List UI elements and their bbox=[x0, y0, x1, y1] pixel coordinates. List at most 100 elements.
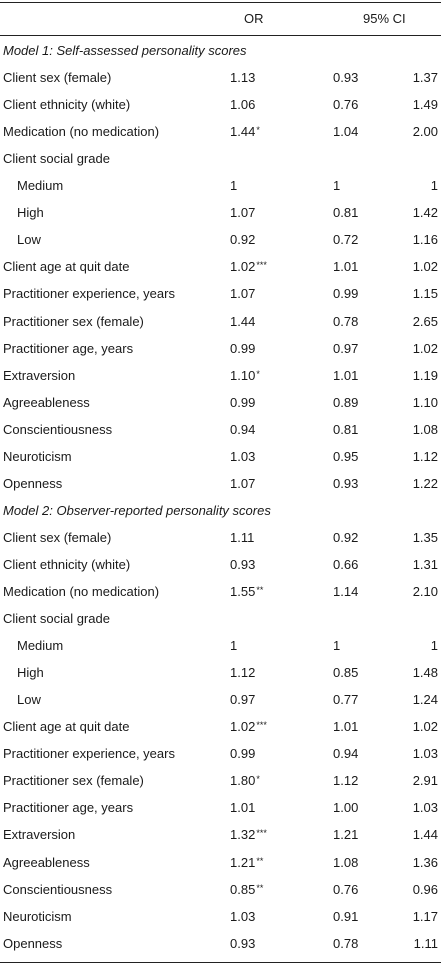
odds-ratio-cell: 1.10* bbox=[230, 362, 260, 389]
table-row: Low 0.97 0.77 1.24 bbox=[0, 686, 441, 713]
ci-upper-value: 1.42 bbox=[412, 205, 438, 221]
table-row: Extraversion 1.32*** 1.21 1.44 bbox=[0, 821, 441, 848]
table-row: Practitioner experience, years 0.99 0.94 1.… bbox=[0, 740, 441, 767]
ci-lower-value: 1 bbox=[333, 178, 341, 194]
table-header-row: OR 95% CI bbox=[0, 5, 441, 32]
ci-lower-value: 1.04 bbox=[333, 124, 359, 140]
odds-ratio-cell: 1.44* bbox=[230, 118, 260, 145]
ci-lower-value: 1.01 bbox=[333, 719, 359, 735]
row-label: Openness bbox=[3, 935, 63, 951]
odds-ratio-value: 0.93 bbox=[230, 556, 256, 572]
ci-lower-value: 1 bbox=[333, 638, 341, 654]
row-label: Practitioner age, years bbox=[3, 800, 134, 816]
ci-upper-value: 1.37 bbox=[412, 70, 438, 86]
ci-upper-value: 1.02 bbox=[412, 340, 438, 356]
ci-lower-value: 1.21 bbox=[333, 827, 359, 843]
odds-ratio-cell: 0.99 bbox=[230, 335, 256, 362]
odds-ratio-cell: 0.93 bbox=[230, 930, 256, 957]
table-row: Extraversion 1.10* 1.01 1.19 bbox=[0, 362, 441, 389]
table-row: Client sex (female) 1.11 0.92 1.35 bbox=[0, 524, 441, 551]
table-row: Openness 0.93 0.78 1.11 bbox=[0, 930, 441, 957]
table-row: Agreeableness 1.21** 1.08 1.36 bbox=[0, 849, 441, 876]
odds-ratio-value: 1.02 bbox=[230, 719, 256, 735]
significance-marker: * bbox=[256, 774, 260, 785]
row-label: Low bbox=[17, 692, 41, 708]
odds-ratio-cell: 1.44 bbox=[230, 308, 256, 335]
table-row: Medium 1 1 1 bbox=[0, 172, 441, 199]
row-label: Client ethnicity (white) bbox=[3, 556, 131, 572]
table-row: Openness 1.07 0.93 1.22 bbox=[0, 470, 441, 497]
table-row: Neuroticism 1.03 0.91 1.17 bbox=[0, 903, 441, 930]
table-row: Client sex (female) 1.13 0.93 1.37 bbox=[0, 64, 441, 91]
odds-ratio-cell: 0.93 bbox=[230, 551, 256, 578]
table-row: Medication (no medication) 1.44* 1.04 2.00 bbox=[0, 118, 441, 145]
ci-lower-value: 1.12 bbox=[333, 773, 359, 789]
ci-upper-value: 0.96 bbox=[412, 881, 438, 897]
odds-ratio-value: 1.44 bbox=[230, 124, 256, 140]
significance-marker: *** bbox=[256, 828, 267, 839]
ci-upper-value: 1.08 bbox=[412, 421, 438, 437]
row-label: High bbox=[17, 205, 44, 221]
ci-upper-value: 1.12 bbox=[412, 448, 438, 464]
odds-ratio-value: 1.07 bbox=[230, 286, 256, 302]
odds-ratio-cell: 1.80* bbox=[230, 767, 260, 794]
ci-lower-value: 0.92 bbox=[333, 529, 359, 545]
row-label: Practitioner sex (female) bbox=[3, 773, 144, 789]
significance-marker: *** bbox=[256, 260, 267, 271]
table-row: Client ethnicity (white) 0.93 0.66 1.31 bbox=[0, 551, 441, 578]
ci-upper-value: 1.03 bbox=[412, 800, 438, 816]
table-bottom-rule bbox=[0, 962, 441, 963]
odds-ratio-value: 1.02 bbox=[230, 259, 256, 275]
row-label: Extraversion bbox=[3, 367, 76, 383]
odds-ratio-value: 1.03 bbox=[230, 908, 256, 924]
row-label: Medication (no medication) bbox=[3, 584, 160, 599]
row-label: Low bbox=[17, 232, 41, 248]
odds-ratio-value: 1.07 bbox=[230, 205, 256, 221]
row-label: Medium bbox=[17, 178, 64, 194]
table-row: Client ethnicity (white) 1.06 0.76 1.49 bbox=[0, 91, 441, 118]
row-label: Neuroticism bbox=[3, 448, 72, 464]
row-label: Neuroticism bbox=[3, 908, 72, 924]
row-label: Client ethnicity (white) bbox=[3, 97, 131, 113]
row-label: Medication (no medication) bbox=[3, 124, 160, 140]
row-label: Client social grade bbox=[3, 151, 110, 167]
odds-ratio-value: 0.97 bbox=[230, 692, 256, 708]
odds-ratio-value: 0.94 bbox=[230, 421, 256, 437]
odds-ratio-cell bbox=[230, 605, 231, 632]
odds-ratio-value: 0.93 bbox=[230, 935, 256, 951]
odds-ratio-cell: 1.01 bbox=[230, 794, 256, 821]
row-label: Practitioner experience, years bbox=[3, 746, 175, 762]
odds-ratio-value: 1.03 bbox=[230, 448, 256, 464]
ci-lower-value: 0.97 bbox=[333, 340, 359, 356]
table-top-rule bbox=[0, 2, 441, 3]
significance-marker: ** bbox=[256, 585, 264, 595]
row-label: Conscientiousness bbox=[3, 421, 113, 437]
row-label: Medium bbox=[17, 638, 64, 654]
ci-lower-value: 1.00 bbox=[333, 800, 359, 816]
odds-ratio-value: 1.06 bbox=[230, 97, 256, 113]
odds-ratio-value: 1.01 bbox=[230, 800, 256, 816]
table-row: Practitioner sex (female) 1.44 0.78 2.65 bbox=[0, 308, 441, 335]
ci-upper-value: 1 bbox=[430, 178, 438, 194]
odds-ratio-value: 1.11 bbox=[230, 529, 255, 545]
table-row: Practitioner experience, years 1.07 0.99 1.… bbox=[0, 280, 441, 307]
ci-upper-value: 2.10 bbox=[412, 584, 438, 599]
header-or: OR bbox=[244, 11, 264, 26]
odds-ratio-cell: 1.12 bbox=[230, 659, 256, 686]
ci-lower-value: 0.66 bbox=[333, 556, 359, 572]
odds-ratio-value: 1.21 bbox=[230, 854, 256, 870]
odds-ratio-value: 1 bbox=[230, 638, 238, 654]
ci-upper-value: 1.02 bbox=[412, 719, 438, 735]
ci-lower-value: 0.93 bbox=[333, 475, 359, 491]
row-label: Client age at quit date bbox=[3, 259, 130, 275]
ci-lower-value: 1.01 bbox=[333, 367, 359, 383]
row-label: Extraversion bbox=[3, 827, 76, 843]
ci-lower-value: 0.81 bbox=[333, 205, 359, 221]
ci-lower-value: 0.94 bbox=[333, 746, 359, 762]
table-row: High 1.12 0.85 1.48 bbox=[0, 659, 441, 686]
ci-lower-value: 1.08 bbox=[333, 854, 359, 870]
section-title: Model 2: Observer-reported personality s… bbox=[3, 502, 271, 518]
ci-lower-value: 1.14 bbox=[333, 584, 359, 599]
odds-ratio-value: 1 bbox=[230, 178, 238, 194]
odds-ratio-value: 0.99 bbox=[230, 394, 256, 410]
